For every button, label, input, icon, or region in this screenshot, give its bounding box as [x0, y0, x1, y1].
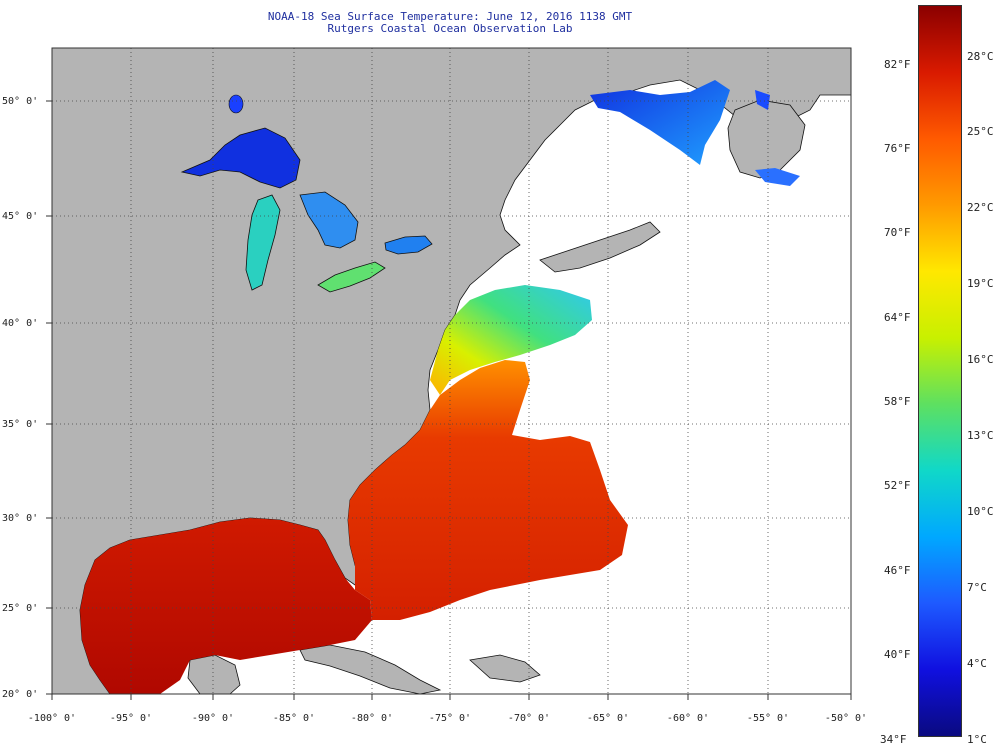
map-title: NOAA-18 Sea Surface Temperature: June 12…: [267, 10, 633, 23]
lat-label: 50° 0': [2, 96, 38, 107]
lat-label: 40° 0': [2, 318, 38, 329]
lake-huron-sst: [299, 191, 359, 249]
colorbar-c-label: 22°C: [967, 201, 994, 214]
colorbar-f-label: 52°F: [884, 479, 911, 492]
yucatan-land: [187, 654, 241, 695]
lake-superior-sst: [180, 127, 301, 189]
lat-label: 35° 0': [2, 419, 38, 430]
lon-label: -70° 0': [508, 713, 550, 724]
newfoundland-east-sst: [755, 168, 800, 186]
colorbar-c-label: 28°C: [967, 50, 994, 63]
lon-label: -60° 0': [667, 713, 709, 724]
colorbar-c-label: 13°C: [967, 429, 994, 442]
colorbar-c-label: 16°C: [967, 353, 994, 366]
map-subtitle: Rutgers Coastal Ocean Observation Lab: [327, 22, 573, 35]
lat-label: 25° 0': [2, 603, 38, 614]
colorbar-c-label: 1°C: [967, 733, 987, 746]
lon-label: -90° 0': [192, 713, 234, 724]
lat-label: 20° 0': [2, 689, 38, 700]
colorbar-c-label: 10°C: [967, 505, 994, 518]
lake-ontario-sst: [384, 235, 433, 255]
map-frame: [51, 47, 852, 695]
colorbar-f-label: 40°F: [884, 648, 911, 661]
lon-labels: -100° 0' -95° 0' -90° 0' -85° 0' -80° 0'…: [28, 713, 867, 724]
labrador-sst: [755, 90, 770, 110]
gulf-stream-sst: [348, 360, 628, 620]
lake-michigan-sst: [245, 194, 281, 291]
lat-label: 45° 0': [2, 211, 38, 222]
lon-label: -95° 0': [110, 713, 152, 724]
temperature-colorbar: [918, 5, 962, 737]
colorbar-f-label: 34°F: [880, 733, 907, 746]
lon-label: -80° 0': [351, 713, 393, 724]
colorbar-c-label: 19°C: [967, 277, 994, 290]
lat-labels: 50° 0' 45° 0' 40° 0' 35° 0' 30° 0' 25° 0…: [2, 96, 38, 700]
lon-label: -85° 0': [273, 713, 315, 724]
colorbar-f-label: 70°F: [884, 226, 911, 239]
colorbar-f-label: 58°F: [884, 395, 911, 408]
mid-atlantic-sst: [430, 285, 592, 395]
land-layer: [51, 47, 852, 695]
hispaniola-land: [469, 654, 541, 683]
lon-label: -75° 0': [429, 713, 471, 724]
gulf-of-mexico-sst: [80, 518, 372, 694]
colorbar-f-label: 46°F: [884, 564, 911, 577]
colorbar-f-label: 76°F: [884, 142, 911, 155]
nova-scotia-land: [539, 221, 661, 273]
colorbar-c-label: 4°C: [967, 657, 987, 670]
colorbar-f-label: 82°F: [884, 58, 911, 71]
tick-marks: [46, 100, 852, 700]
sst-layer: [80, 80, 800, 694]
lat-label: 30° 0': [2, 513, 38, 524]
colorbar-c-label: 25°C: [967, 125, 994, 138]
colorbar-c-label: 7°C: [967, 581, 987, 594]
lake-erie-sst: [317, 261, 386, 293]
cuba-land: [299, 644, 442, 695]
lon-label: -100° 0': [28, 713, 76, 724]
lake-nipigon-sst: [228, 94, 244, 114]
lon-label: -55° 0': [747, 713, 789, 724]
lon-label: -50° 0': [825, 713, 867, 724]
colorbar-f-label: 64°F: [884, 311, 911, 324]
lon-label: -65° 0': [587, 713, 629, 724]
